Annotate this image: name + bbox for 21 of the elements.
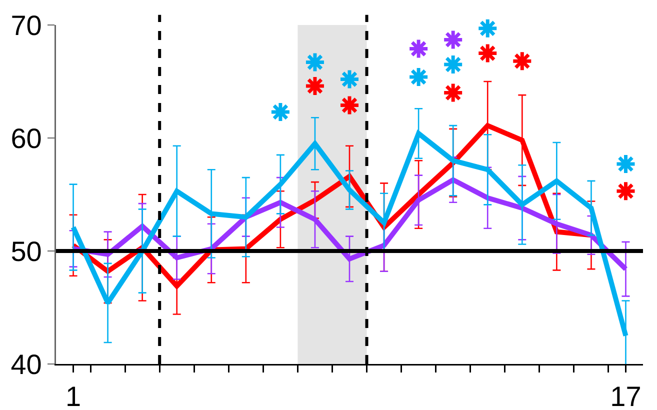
y-tick-label: 60 bbox=[10, 122, 42, 154]
point bbox=[614, 180, 636, 202]
point bbox=[408, 38, 430, 60]
point bbox=[270, 101, 292, 123]
point bbox=[408, 66, 430, 88]
point bbox=[614, 153, 636, 175]
point bbox=[304, 75, 326, 97]
point bbox=[476, 42, 498, 64]
y-tick-label: 70 bbox=[10, 10, 42, 41]
y-tick-label: 40 bbox=[10, 348, 42, 380]
point bbox=[442, 82, 464, 104]
point bbox=[511, 50, 533, 72]
point bbox=[338, 94, 360, 116]
point bbox=[304, 52, 326, 74]
x-tick-label: 17 bbox=[610, 381, 642, 410]
x-tick-label: 1 bbox=[65, 381, 82, 410]
point bbox=[476, 18, 498, 40]
point bbox=[442, 28, 464, 50]
point bbox=[442, 54, 464, 76]
y-tick-label: 50 bbox=[10, 236, 42, 267]
point bbox=[338, 68, 360, 90]
